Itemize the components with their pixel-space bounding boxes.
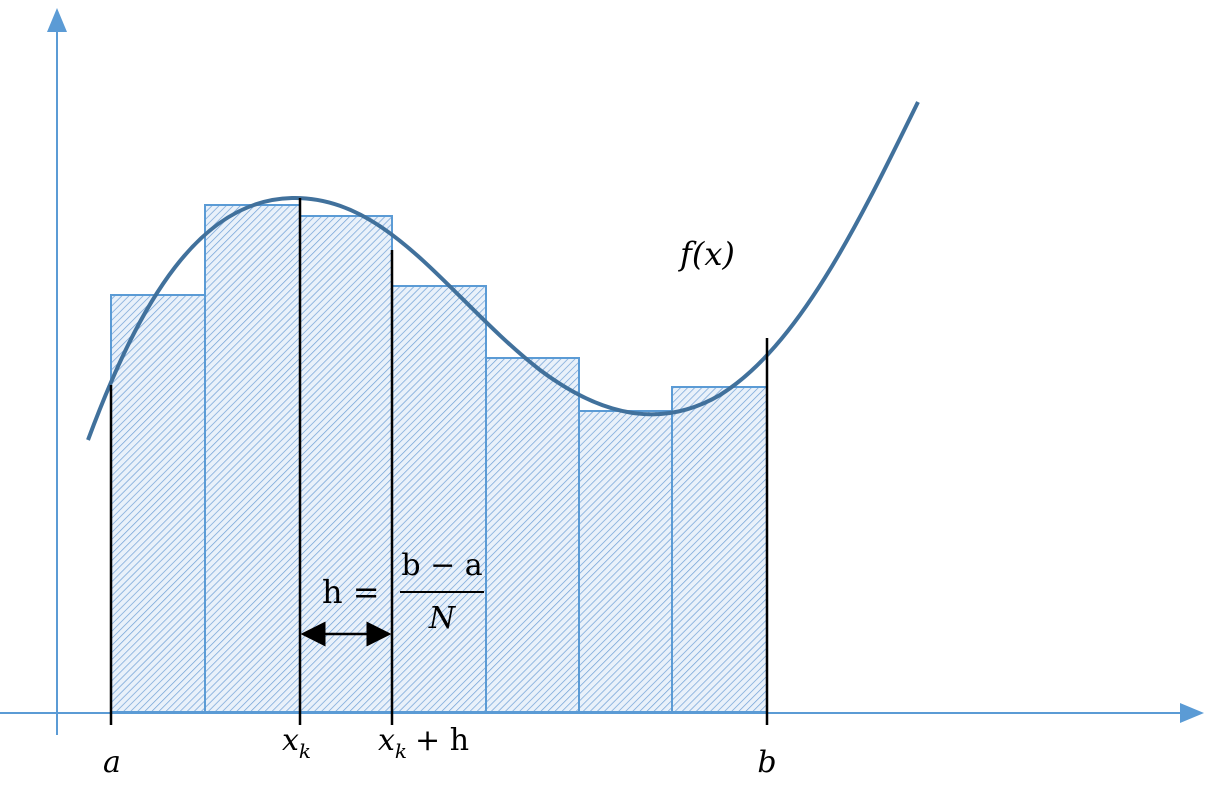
- rectangle: [299, 215, 393, 713]
- rectangle: [110, 294, 206, 713]
- rectangle: [485, 357, 580, 713]
- step-numerator: b − a: [401, 548, 482, 583]
- step-denominator: N: [428, 601, 457, 636]
- xk-base: x: [282, 723, 299, 758]
- xkh-sub: k: [395, 739, 407, 763]
- label-a: a: [103, 745, 121, 780]
- xkh-rest: + h: [415, 723, 469, 758]
- xkh-base: x: [378, 723, 395, 758]
- label-xk-plus-h: xk + h: [378, 723, 469, 763]
- rectangle: [204, 204, 301, 713]
- rectangle: [578, 410, 673, 713]
- rectangle: [391, 285, 487, 713]
- label-xk: xk: [282, 723, 311, 763]
- label-b: b: [757, 745, 776, 780]
- rectangle: [671, 386, 768, 713]
- step-lhs: h =: [322, 573, 380, 611]
- curve: [86, 101, 920, 441]
- xk-sub: k: [299, 739, 311, 763]
- function-label: f(x): [678, 235, 735, 273]
